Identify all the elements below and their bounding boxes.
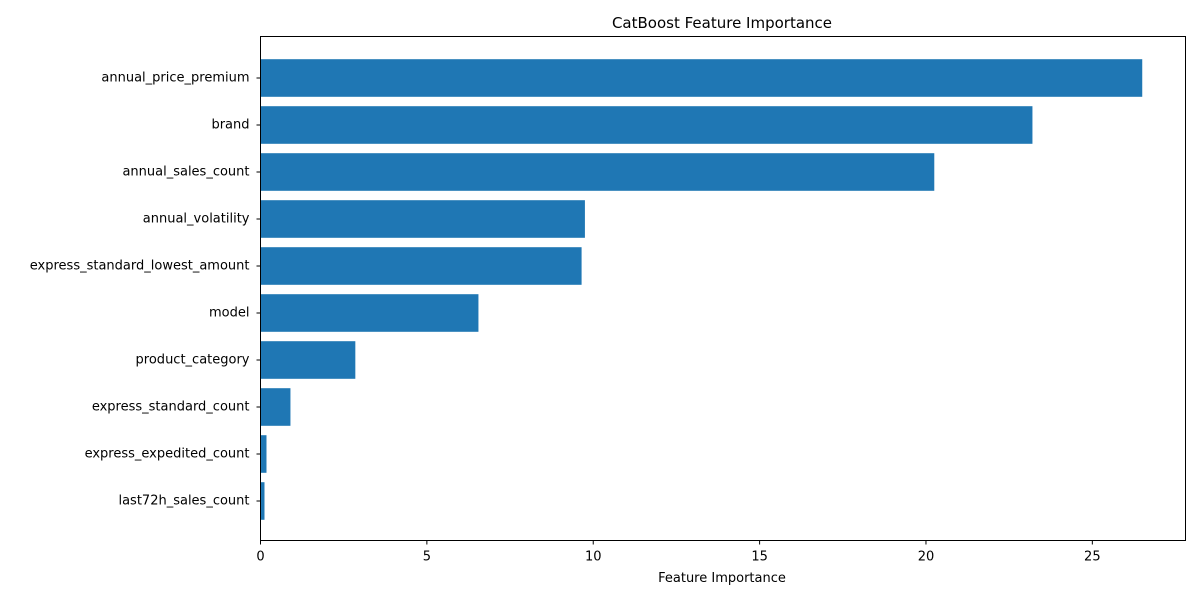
y-tick-label: express_standard_count (92, 400, 250, 415)
bar-express-standard-count (260, 388, 291, 426)
y-tick-label: annual_sales_count (122, 165, 249, 180)
bar-product-category (260, 341, 356, 379)
x-tick-label: 25 (1084, 550, 1101, 565)
bar-express-standard-lowest-amount (260, 247, 582, 285)
bar-annual-sales-count (260, 153, 935, 191)
bar-last72h-sales-count (260, 482, 265, 520)
x-axis-label: Feature Importance (658, 571, 786, 586)
x-tick-label: 0 (256, 550, 264, 565)
y-tick-label: express_standard_lowest_amount (30, 259, 250, 274)
bar-annual-price-premium (260, 59, 1143, 97)
bar-model (260, 294, 479, 332)
x-tick-label: 5 (423, 550, 431, 565)
plot-frame (260, 36, 1186, 541)
y-tick-label: brand (211, 118, 249, 133)
x-axis-ticks: 0 5 10 15 20 25 (256, 540, 1101, 565)
bars-group (260, 59, 1143, 520)
y-tick-label: annual_price_premium (101, 71, 249, 86)
y-tick-label: product_category (136, 353, 250, 368)
y-tick-label: last72h_sales_count (118, 494, 249, 509)
y-tick-label: model (209, 306, 249, 321)
bar-annual-volatility (260, 200, 585, 238)
bar-brand (260, 106, 1033, 144)
x-tick-label: 10 (585, 550, 602, 565)
x-tick-label: 15 (751, 550, 768, 565)
chart-title: CatBoost Feature Importance (612, 14, 832, 32)
y-tick-label: express_expedited_count (85, 447, 250, 462)
bar-express-expedited-count (260, 435, 267, 473)
x-tick-label: 20 (918, 550, 935, 565)
y-tick-label: annual_volatility (143, 212, 250, 227)
